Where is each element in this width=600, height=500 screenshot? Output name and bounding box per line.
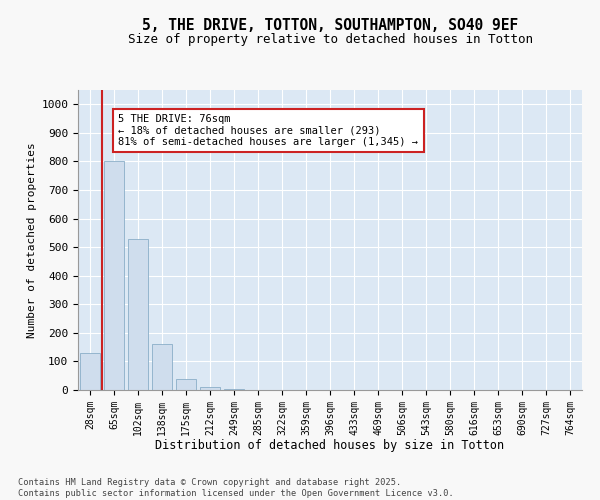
Text: 5 THE DRIVE: 76sqm
← 18% of detached houses are smaller (293)
81% of semi-detach: 5 THE DRIVE: 76sqm ← 18% of detached hou… [118,114,418,147]
Bar [128,238,148,390]
Y-axis label: Number of detached properties: Number of detached properties [27,142,37,338]
Bar [200,387,220,390]
Bar [152,344,172,390]
Text: Size of property relative to detached houses in Totton: Size of property relative to detached ho… [128,32,533,46]
X-axis label: Distribution of detached houses by size in Totton: Distribution of detached houses by size … [155,439,505,452]
Text: Contains HM Land Registry data © Crown copyright and database right 2025.
Contai: Contains HM Land Registry data © Crown c… [18,478,454,498]
Bar [104,162,124,390]
Text: 5, THE DRIVE, TOTTON, SOUTHAMPTON, SO40 9EF: 5, THE DRIVE, TOTTON, SOUTHAMPTON, SO40 … [142,18,518,32]
Bar [80,353,100,390]
Bar [176,378,196,390]
